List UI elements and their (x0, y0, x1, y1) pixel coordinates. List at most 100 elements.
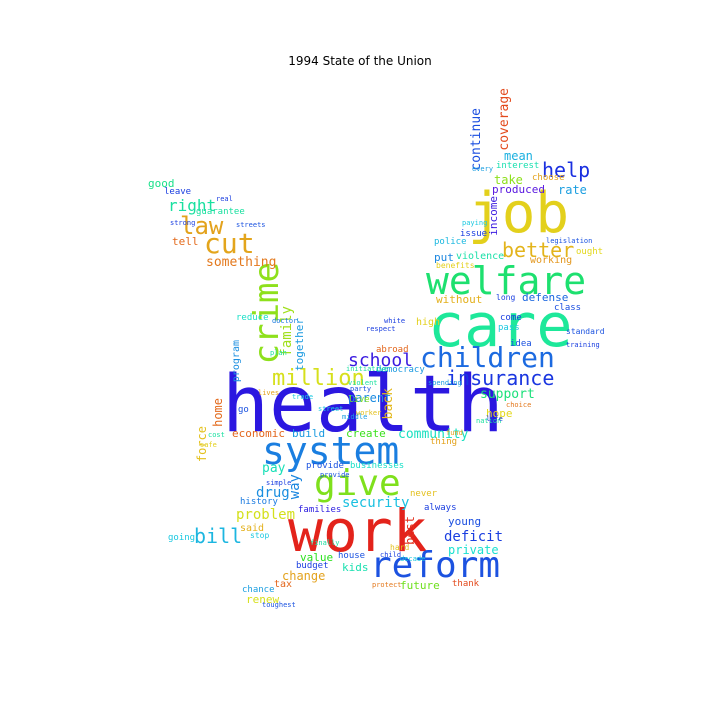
word-violent: violent (348, 379, 378, 387)
word-build: build (292, 427, 326, 440)
word-strong: strong (170, 219, 196, 227)
word-families: families (298, 505, 342, 515)
word-protect: protect (372, 581, 402, 589)
word-rate: rate (558, 183, 587, 197)
word-toughest: toughest (262, 601, 296, 609)
word-white: white (384, 317, 406, 325)
word-high: high (416, 317, 441, 328)
word-businesses: businesses (350, 461, 405, 471)
word-plan: plan (270, 349, 287, 357)
word-legislation: legislation (546, 237, 593, 245)
word-thank: thank (452, 579, 480, 589)
word-come: come (500, 313, 522, 323)
word-continue: continue (469, 108, 484, 171)
word-better: better (502, 238, 575, 262)
word-guarantee: guarantee (196, 207, 245, 217)
word-insurance: insurance (446, 366, 555, 390)
word-job: job (468, 181, 570, 246)
word-nation: nation (476, 417, 502, 425)
word-interest: interest (496, 161, 540, 171)
word-community: community (398, 427, 469, 442)
word-abroad: abroad (376, 345, 409, 355)
word-deficit: deficit (444, 529, 504, 545)
word-support: support (480, 387, 535, 402)
word-party: party (350, 385, 372, 393)
word-paying: paying (462, 219, 488, 227)
word-children: children (420, 341, 555, 374)
word-bill: bill (194, 524, 243, 548)
word-system: system (262, 429, 400, 473)
word-reform: reform (370, 545, 501, 586)
word-police: police (434, 237, 467, 247)
figure-title: 1994 State of the Union (288, 54, 432, 68)
word-thing: thing (430, 437, 458, 447)
word-democracy: democracy (376, 365, 425, 375)
word-help: help (542, 158, 591, 182)
word-something: something (206, 255, 277, 270)
word-renew: renew (246, 593, 280, 606)
word-choice: choice (506, 401, 532, 409)
word-hard: hard (390, 543, 410, 552)
word-kids: kids (342, 561, 369, 574)
word-fund: fund (446, 429, 463, 437)
word-long: long (496, 293, 516, 302)
word-issue: issue (460, 229, 488, 239)
word-worker: worker (356, 409, 382, 417)
word-future: future (400, 579, 440, 592)
word-program: program (231, 340, 242, 383)
word-security: security (342, 495, 410, 511)
word-create: create (346, 427, 386, 440)
word-simple: simple (266, 479, 292, 487)
word-lives: lives (258, 389, 280, 397)
word-leave: leave (164, 187, 192, 197)
word-young: young (448, 515, 482, 528)
word-life: life (486, 415, 503, 423)
word-initiative: initiative (346, 365, 389, 373)
word-said: said (240, 523, 265, 534)
word-standard: standard (566, 327, 605, 336)
word-million: million (272, 366, 365, 391)
word-ought: ought (576, 247, 604, 257)
word-respect: respect (366, 325, 396, 333)
word-spending: spending (428, 379, 462, 387)
word-choose: choose (532, 173, 565, 183)
word-idea: idea (510, 339, 532, 349)
word-finally: finally (310, 539, 340, 547)
word-tax: tax (274, 579, 293, 590)
word-coverage: coverage (497, 88, 512, 151)
word-parent: parent (348, 391, 392, 405)
word-going: going (168, 533, 196, 543)
word-go: go (238, 405, 249, 415)
word-safe: safe (200, 441, 217, 449)
word-economic: economic (232, 427, 285, 440)
word-defense: defense (522, 291, 569, 304)
word-problem: problem (236, 507, 296, 523)
word-live: live (348, 395, 370, 405)
word-decade: decade (400, 555, 426, 563)
word-home: home (211, 398, 225, 427)
word-child: child (380, 551, 402, 559)
word-put: put (434, 251, 454, 264)
word-cut: cut (204, 227, 255, 260)
word-cost: cost (208, 431, 225, 439)
word-working: working (530, 255, 573, 266)
word-streets: streets (236, 221, 266, 229)
word-give: give (314, 463, 401, 504)
word-right: right (168, 196, 217, 215)
word-value: value (300, 551, 334, 564)
word-history: history (240, 497, 278, 507)
word-together: together (293, 318, 306, 371)
word-income: income (487, 196, 500, 236)
word-good: good (148, 177, 175, 190)
word-stop: stop (250, 531, 270, 540)
word-budget: budget (296, 561, 329, 571)
word-street: street (318, 405, 344, 413)
word-violence: violence (456, 251, 505, 262)
word-provide: provide (320, 471, 350, 479)
word-private: private (448, 543, 499, 557)
word-take: take (494, 173, 523, 187)
word-welfare: welfare (426, 259, 587, 303)
word-drug: drug (256, 485, 290, 501)
